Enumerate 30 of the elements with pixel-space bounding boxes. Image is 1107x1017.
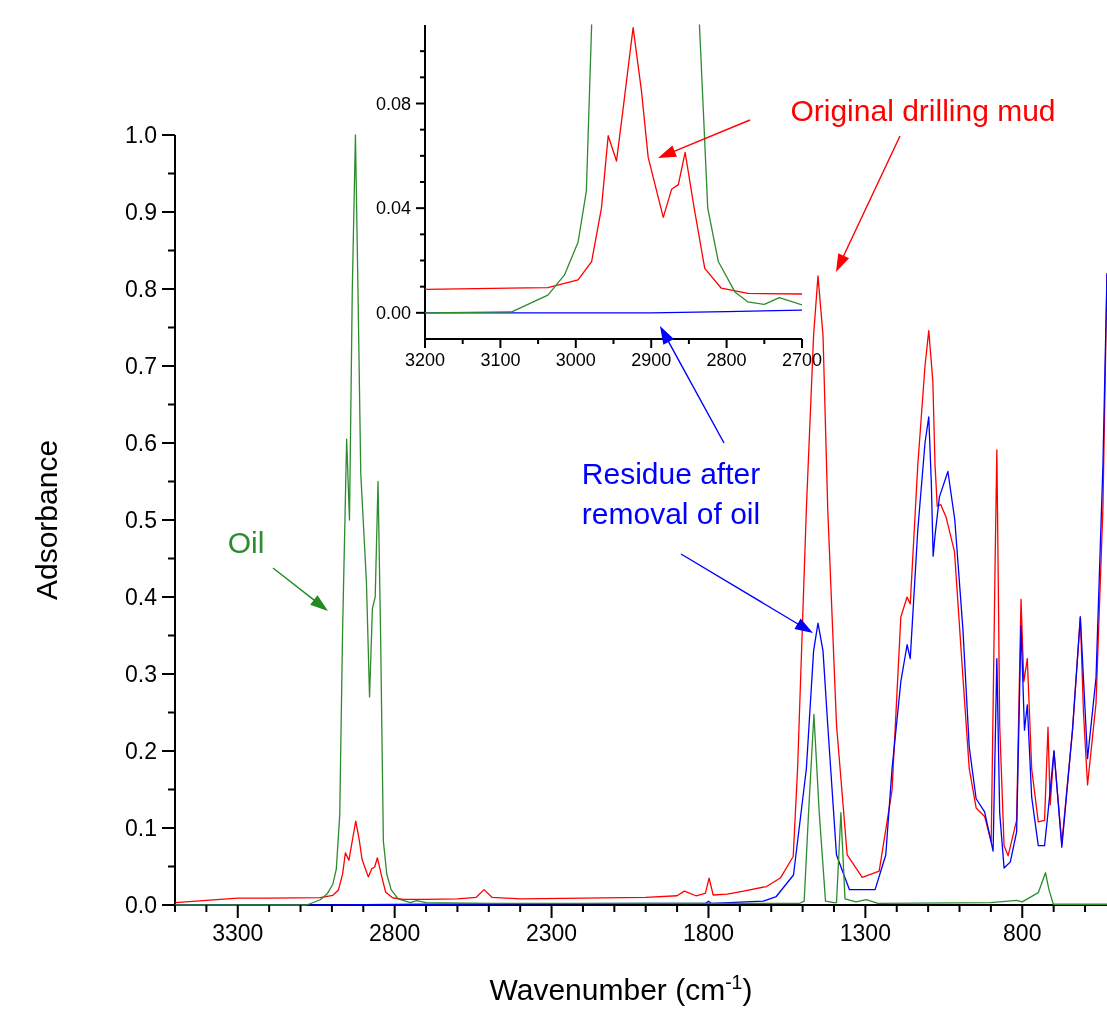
y-tick-label: 0.5 [125, 507, 157, 534]
y-tick-label: 0.00 [375, 303, 411, 324]
y-tick-label: 0.7 [125, 353, 157, 380]
x-tick-label: 3300 [212, 920, 264, 946]
y-tick-label: 0.4 [125, 584, 158, 611]
y-tick-label: 0.1 [125, 815, 157, 842]
x-tick-label: 2800 [706, 350, 747, 370]
text: Oil [227, 526, 265, 559]
y-tick-label: 0.6 [125, 430, 157, 457]
x-tick-label: 1300 [839, 920, 891, 946]
y-tick-label: 1.0 [125, 122, 157, 149]
y-tick-label: 0.3 [125, 661, 157, 688]
y-tick-label: 0.9 [125, 199, 157, 226]
y-tick-label: 0.8 [125, 276, 157, 303]
y-tick-label: 0.08 [375, 93, 411, 114]
y-tick-label: 0.04 [375, 198, 411, 219]
text: Residue after removal of oil [581, 457, 761, 530]
text: Original drilling mud [790, 94, 1056, 127]
y-tick-label: 0.2 [125, 738, 157, 765]
x-tick-label: 800 [1003, 920, 1042, 946]
x-tick-label: 3000 [555, 350, 596, 370]
x-tick-label: 2300 [525, 920, 578, 946]
x-tick-label: 2800 [369, 920, 421, 946]
x-axis-title: Wavenumber (cm$^{-1}$) [489, 971, 753, 1006]
y-axis-title: Adsorbance [30, 439, 63, 601]
x-tick-label: 3200 [404, 350, 446, 370]
x-tick-label: 1800 [682, 920, 735, 946]
x-tick-label: 2900 [631, 350, 672, 370]
x-tick-label: 3100 [480, 350, 521, 370]
y-tick-label: 0.0 [125, 892, 157, 919]
